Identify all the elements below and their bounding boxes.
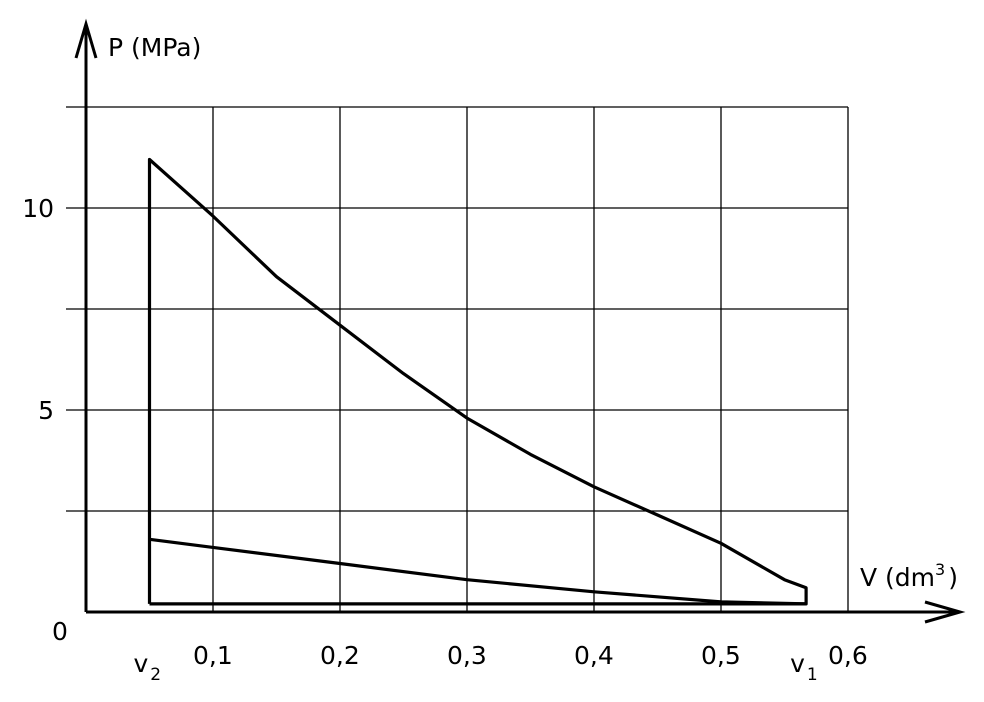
y-axis-arrow (74, 18, 98, 59)
cycle-series-0 (147, 157, 808, 606)
cycle-curves (147, 157, 808, 606)
x-tick-label-5: 0,6 (828, 641, 868, 670)
x-axis-title: V (dm3) (860, 560, 958, 592)
x-tick-label-3: 0,4 (574, 641, 614, 670)
grid (66, 106, 849, 612)
labels: P (MPa) V (dm3) 0 (52, 33, 958, 646)
x-tick-label-1: 0,2 (320, 641, 360, 670)
x-tick-label-2: 0,3 (447, 641, 487, 670)
axes (74, 18, 966, 624)
x-axis-arrow (924, 600, 966, 624)
y-axis-title: P (MPa) (108, 33, 201, 62)
x-tick-label-4: 0,5 (701, 641, 741, 670)
y-tick-label-0: 5 (38, 396, 54, 425)
origin-label: 0 (52, 617, 68, 646)
y-tick-label-1: 10 (22, 194, 54, 223)
tick-labels: 0,1 0,2 0,3 0,4 0,5 0,6 5 10 (22, 194, 868, 670)
x-tick-label-0: 0,1 (193, 641, 233, 670)
